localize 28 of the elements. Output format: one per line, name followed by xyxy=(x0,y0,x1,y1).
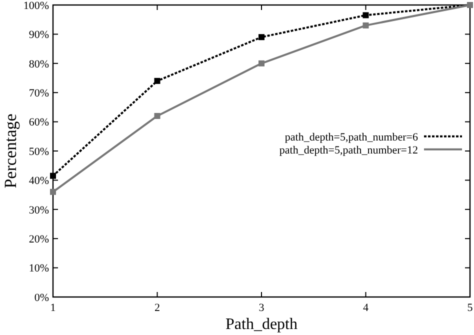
legend-label: path_depth=5,path_number=6 xyxy=(284,131,418,144)
y-axis-title: Percentage xyxy=(1,114,20,188)
y-tick-label: 80% xyxy=(28,58,49,70)
x-tick-label: 4 xyxy=(363,302,369,314)
y-tick-label: 10% xyxy=(28,262,49,275)
y-tick-label: 30% xyxy=(28,204,49,216)
point xyxy=(50,172,56,179)
y-tick-label: 20% xyxy=(28,233,49,246)
point xyxy=(50,188,56,195)
y-tick-label: 100% xyxy=(23,0,49,12)
y-tick-label: 0% xyxy=(34,292,49,304)
point xyxy=(258,60,264,66)
point xyxy=(362,12,369,18)
y-tick-label: 60% xyxy=(28,116,49,129)
x-tick-label: 5 xyxy=(467,302,474,314)
y-tick-label: 40% xyxy=(28,175,49,188)
point xyxy=(154,112,160,119)
x-axis-title: Path_depth xyxy=(226,316,298,333)
point xyxy=(154,78,160,84)
y-tick-label: 50% xyxy=(28,146,49,158)
x-tick-label: 1 xyxy=(50,302,56,314)
point xyxy=(258,34,264,40)
legend-label: path_depth=5,path_number=12 xyxy=(279,144,418,156)
x-tick-label: 3 xyxy=(258,302,265,314)
x-tick-label: 2 xyxy=(154,302,160,314)
point xyxy=(362,22,369,28)
y-tick-label: 90% xyxy=(28,29,49,42)
y-tick-label: 70% xyxy=(28,87,49,100)
